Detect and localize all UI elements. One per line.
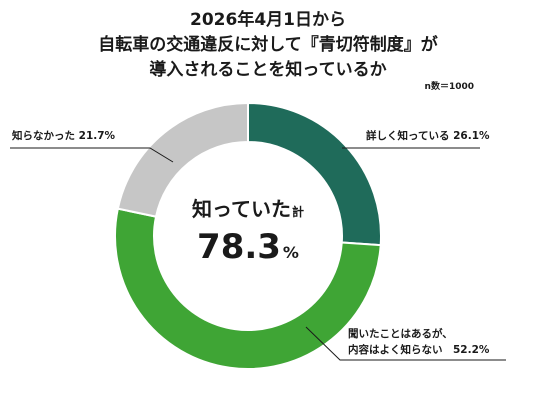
slice-unknown: [116, 101, 249, 218]
leader-line-heard: [305, 326, 506, 361]
center-label: 知っていた計: [192, 197, 304, 221]
slice-detailed: [247, 101, 382, 247]
center-label-main: 知っていた: [192, 197, 291, 221]
slice-heard: [114, 207, 382, 371]
center-value-unit: %: [283, 243, 299, 262]
slice-label-detailed: 詳しく知っている 26.1%: [366, 129, 490, 142]
center-value: 78.3%: [197, 227, 299, 267]
leader-line-unknown: [10, 147, 174, 163]
donut-slices: [114, 101, 382, 371]
sample-size-note: n数＝1000: [425, 80, 474, 92]
slice-label-heard-line1: 聞いたことはあるが、: [348, 327, 453, 340]
chart-title-line-3: 導入されることを知っているか: [149, 59, 386, 80]
slice-label-group-heard: 聞いたことはあるが、 内容はよく知らない 52.2%: [305, 326, 506, 361]
center-value-number: 78.3: [197, 227, 281, 267]
slice-label-heard-line2: 内容はよく知らない 52.2%: [348, 343, 490, 356]
chart-title-line-1: 2026年4月1日から: [190, 9, 346, 30]
center-label-suffix: 計: [292, 204, 304, 219]
chart-title-line-2: 自転車の交通違反に対して『青切符制度』が: [98, 34, 438, 55]
center-label-group: 知っていた計 78.3%: [192, 197, 304, 267]
slice-label-unknown: 知らなかった 21.7%: [12, 129, 116, 142]
slice-label-group-detailed: 詳しく知っている 26.1%: [342, 129, 490, 149]
slice-label-group-unknown: 知らなかった 21.7%: [10, 129, 174, 163]
